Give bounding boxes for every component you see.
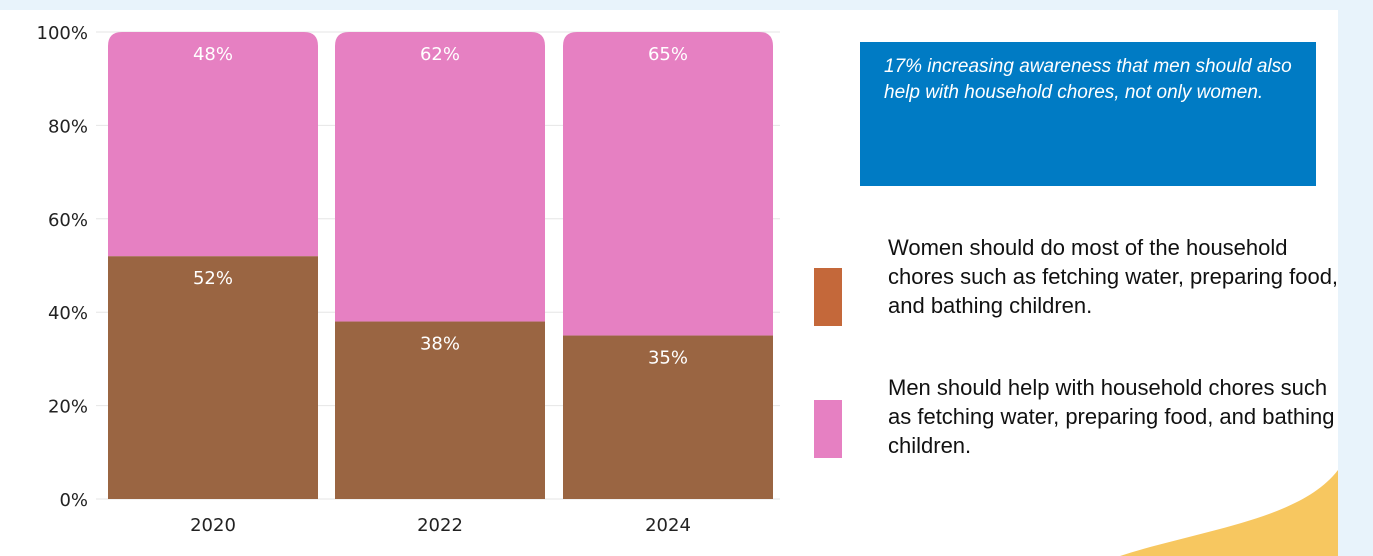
legend-swatch-women — [814, 268, 842, 326]
bar-segment — [108, 256, 318, 499]
bars: 52% 48% 38% 62% 35% 65% — [108, 32, 773, 499]
y-tick-label: 20% — [48, 397, 88, 418]
y-tick-label: 40% — [48, 303, 88, 324]
stacked-bar-chart: 0% 20% 40% 60% 80% 100% 52% 48% 38% 62% 35% 65% 20… — [37, 23, 780, 536]
y-tick-label: 100% — [37, 23, 88, 44]
y-tick-label: 80% — [48, 116, 88, 137]
y-tick-label: 0% — [59, 490, 88, 511]
bar-segment — [335, 321, 545, 499]
bar-segment — [563, 32, 773, 336]
bar-value-label: 38% — [420, 334, 460, 355]
bar-value-label: 35% — [648, 348, 688, 369]
y-axis-ticks: 0% 20% 40% 60% 80% 100% — [37, 23, 88, 511]
bar-segment — [108, 32, 318, 257]
callout-text: 17% increasing awareness that men should… — [884, 56, 1292, 103]
bar-value-label: 52% — [193, 268, 233, 289]
insight-callout: 17% increasing awareness that men should… — [860, 42, 1316, 186]
legend-label-men: Men should help with household chores su… — [888, 375, 1335, 458]
x-tick-label: 2022 — [417, 515, 463, 536]
bar-segment — [563, 335, 773, 499]
legend-label-women: Women should do most of the household ch… — [888, 235, 1339, 318]
x-axis-ticks: 2020 2022 2024 — [190, 515, 691, 536]
x-tick-label: 2024 — [645, 515, 691, 536]
bar-value-label: 62% — [420, 44, 460, 65]
legend-item-men: Men should help with household chores su… — [814, 370, 1354, 470]
x-tick-label: 2020 — [190, 515, 236, 536]
bar-value-label: 48% — [193, 44, 233, 65]
legend-swatch-men — [814, 400, 842, 458]
y-tick-label: 60% — [48, 210, 88, 231]
bar-value-label: 65% — [648, 44, 688, 65]
legend-item-women: Women should do most of the household ch… — [814, 230, 1354, 350]
bar-segment — [335, 32, 545, 322]
